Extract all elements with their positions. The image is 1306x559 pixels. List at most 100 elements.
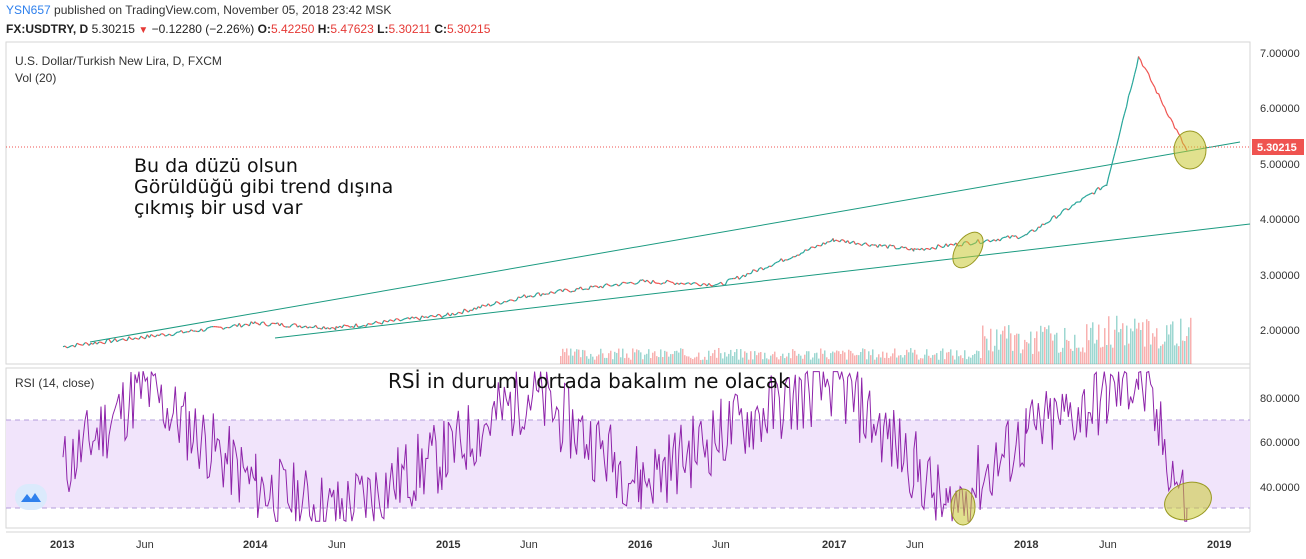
highlight-ellipse-2018-price[interactable] bbox=[1173, 130, 1207, 170]
volume-bar bbox=[1122, 323, 1124, 364]
price-segment bbox=[403, 317, 407, 320]
price-segment bbox=[893, 245, 897, 250]
price-segment bbox=[1067, 207, 1071, 211]
volume-bar bbox=[940, 350, 942, 364]
price-segment bbox=[1025, 232, 1029, 236]
price-segment bbox=[556, 289, 559, 292]
price-segment bbox=[822, 242, 826, 245]
price-segment bbox=[694, 282, 698, 285]
publisher-username[interactable]: YSN657 bbox=[6, 3, 51, 17]
price-segment bbox=[738, 276, 742, 280]
volume-bar bbox=[854, 355, 856, 364]
price-segment bbox=[190, 329, 194, 332]
volume-bar bbox=[1158, 348, 1160, 364]
price-segment bbox=[281, 322, 285, 327]
price-segment bbox=[319, 327, 322, 330]
price-segment bbox=[756, 268, 760, 272]
lower-trendline[interactable] bbox=[274, 223, 1251, 339]
volume-bar bbox=[604, 357, 606, 364]
price-segment bbox=[989, 240, 993, 243]
volume-bar bbox=[1126, 325, 1128, 364]
price-tick-7: 7.00000 bbox=[1260, 48, 1300, 60]
price-segment bbox=[341, 324, 345, 329]
price-segment bbox=[415, 316, 419, 320]
volume-bar bbox=[838, 351, 840, 364]
price-segment bbox=[1170, 118, 1174, 123]
volume-bar bbox=[882, 351, 884, 364]
tradingview-logo-icon[interactable] bbox=[15, 484, 47, 510]
volume-bar bbox=[944, 359, 946, 364]
price-segment bbox=[993, 239, 997, 242]
volume-bar bbox=[778, 359, 780, 364]
price-segment bbox=[200, 328, 204, 332]
price-segment bbox=[754, 269, 758, 273]
price-segment bbox=[604, 283, 607, 286]
time-tick-2015: 2015 bbox=[436, 539, 460, 551]
upper-trendline[interactable] bbox=[89, 141, 1241, 343]
volume-bar bbox=[1090, 327, 1092, 364]
price-segment bbox=[1099, 186, 1103, 191]
highlight-ellipse-2017-rsi[interactable] bbox=[950, 488, 976, 526]
price-segment bbox=[463, 308, 467, 311]
volume-bar bbox=[896, 357, 898, 364]
volume-bar bbox=[718, 348, 720, 364]
price-segment bbox=[1140, 60, 1144, 67]
volume-bar bbox=[1142, 322, 1144, 364]
highlight-ellipse-2018-rsi[interactable] bbox=[1159, 476, 1216, 526]
price-segment bbox=[1059, 210, 1063, 215]
volume-bar bbox=[996, 329, 998, 364]
volume-bar bbox=[1144, 346, 1146, 364]
price-segment bbox=[1122, 113, 1126, 121]
volume-bar bbox=[684, 355, 686, 364]
volume-bar bbox=[924, 354, 926, 364]
price-segment bbox=[329, 327, 333, 330]
time-tick-2017: 2017 bbox=[822, 539, 846, 551]
volume-bar bbox=[1076, 347, 1078, 364]
price-segment bbox=[775, 261, 778, 264]
price-segment bbox=[853, 240, 857, 245]
volume-bar bbox=[824, 350, 826, 364]
price-segment bbox=[939, 245, 943, 248]
price-segment bbox=[1142, 65, 1146, 69]
volume-bar bbox=[1096, 339, 1098, 364]
price-segment bbox=[618, 284, 621, 287]
low-label: L: bbox=[377, 22, 389, 36]
volume-bar bbox=[808, 351, 810, 364]
volume-bar bbox=[634, 352, 636, 364]
volume-bar bbox=[692, 359, 694, 364]
volume-bar bbox=[1050, 333, 1052, 364]
price-segment bbox=[441, 315, 445, 319]
price-segment bbox=[255, 322, 258, 325]
price-segment bbox=[1154, 86, 1158, 94]
volume-bar bbox=[646, 353, 648, 364]
price-segment bbox=[116, 339, 120, 343]
price-segment bbox=[158, 333, 162, 337]
price-segment bbox=[1128, 89, 1132, 97]
price-segment bbox=[1046, 221, 1049, 224]
volume-bar bbox=[1068, 340, 1070, 364]
time-tick-jun-2015: Jun bbox=[520, 539, 538, 551]
price-segment bbox=[680, 282, 684, 285]
volume-bar bbox=[766, 358, 768, 364]
volume-bar bbox=[1172, 321, 1174, 364]
volume-bar bbox=[1162, 344, 1164, 364]
price-segment bbox=[508, 299, 511, 302]
price-segment bbox=[82, 342, 86, 346]
price-segment bbox=[1108, 169, 1112, 178]
volume-bar bbox=[1136, 328, 1138, 364]
volume-bar bbox=[612, 359, 614, 364]
price-segment bbox=[1160, 99, 1164, 105]
price-segment bbox=[90, 342, 94, 345]
price-segment bbox=[1069, 204, 1073, 209]
price-segment bbox=[443, 314, 447, 317]
volume-bar bbox=[932, 355, 934, 364]
volume-bar bbox=[706, 359, 708, 364]
price-segment bbox=[1176, 129, 1180, 135]
highlight-ellipse-2017-price[interactable] bbox=[947, 227, 990, 274]
volume-bar bbox=[1112, 347, 1114, 364]
volume-bar bbox=[846, 359, 848, 364]
volume-bar bbox=[1168, 334, 1170, 364]
price-segment bbox=[636, 281, 639, 285]
volume-bar bbox=[1140, 329, 1142, 364]
